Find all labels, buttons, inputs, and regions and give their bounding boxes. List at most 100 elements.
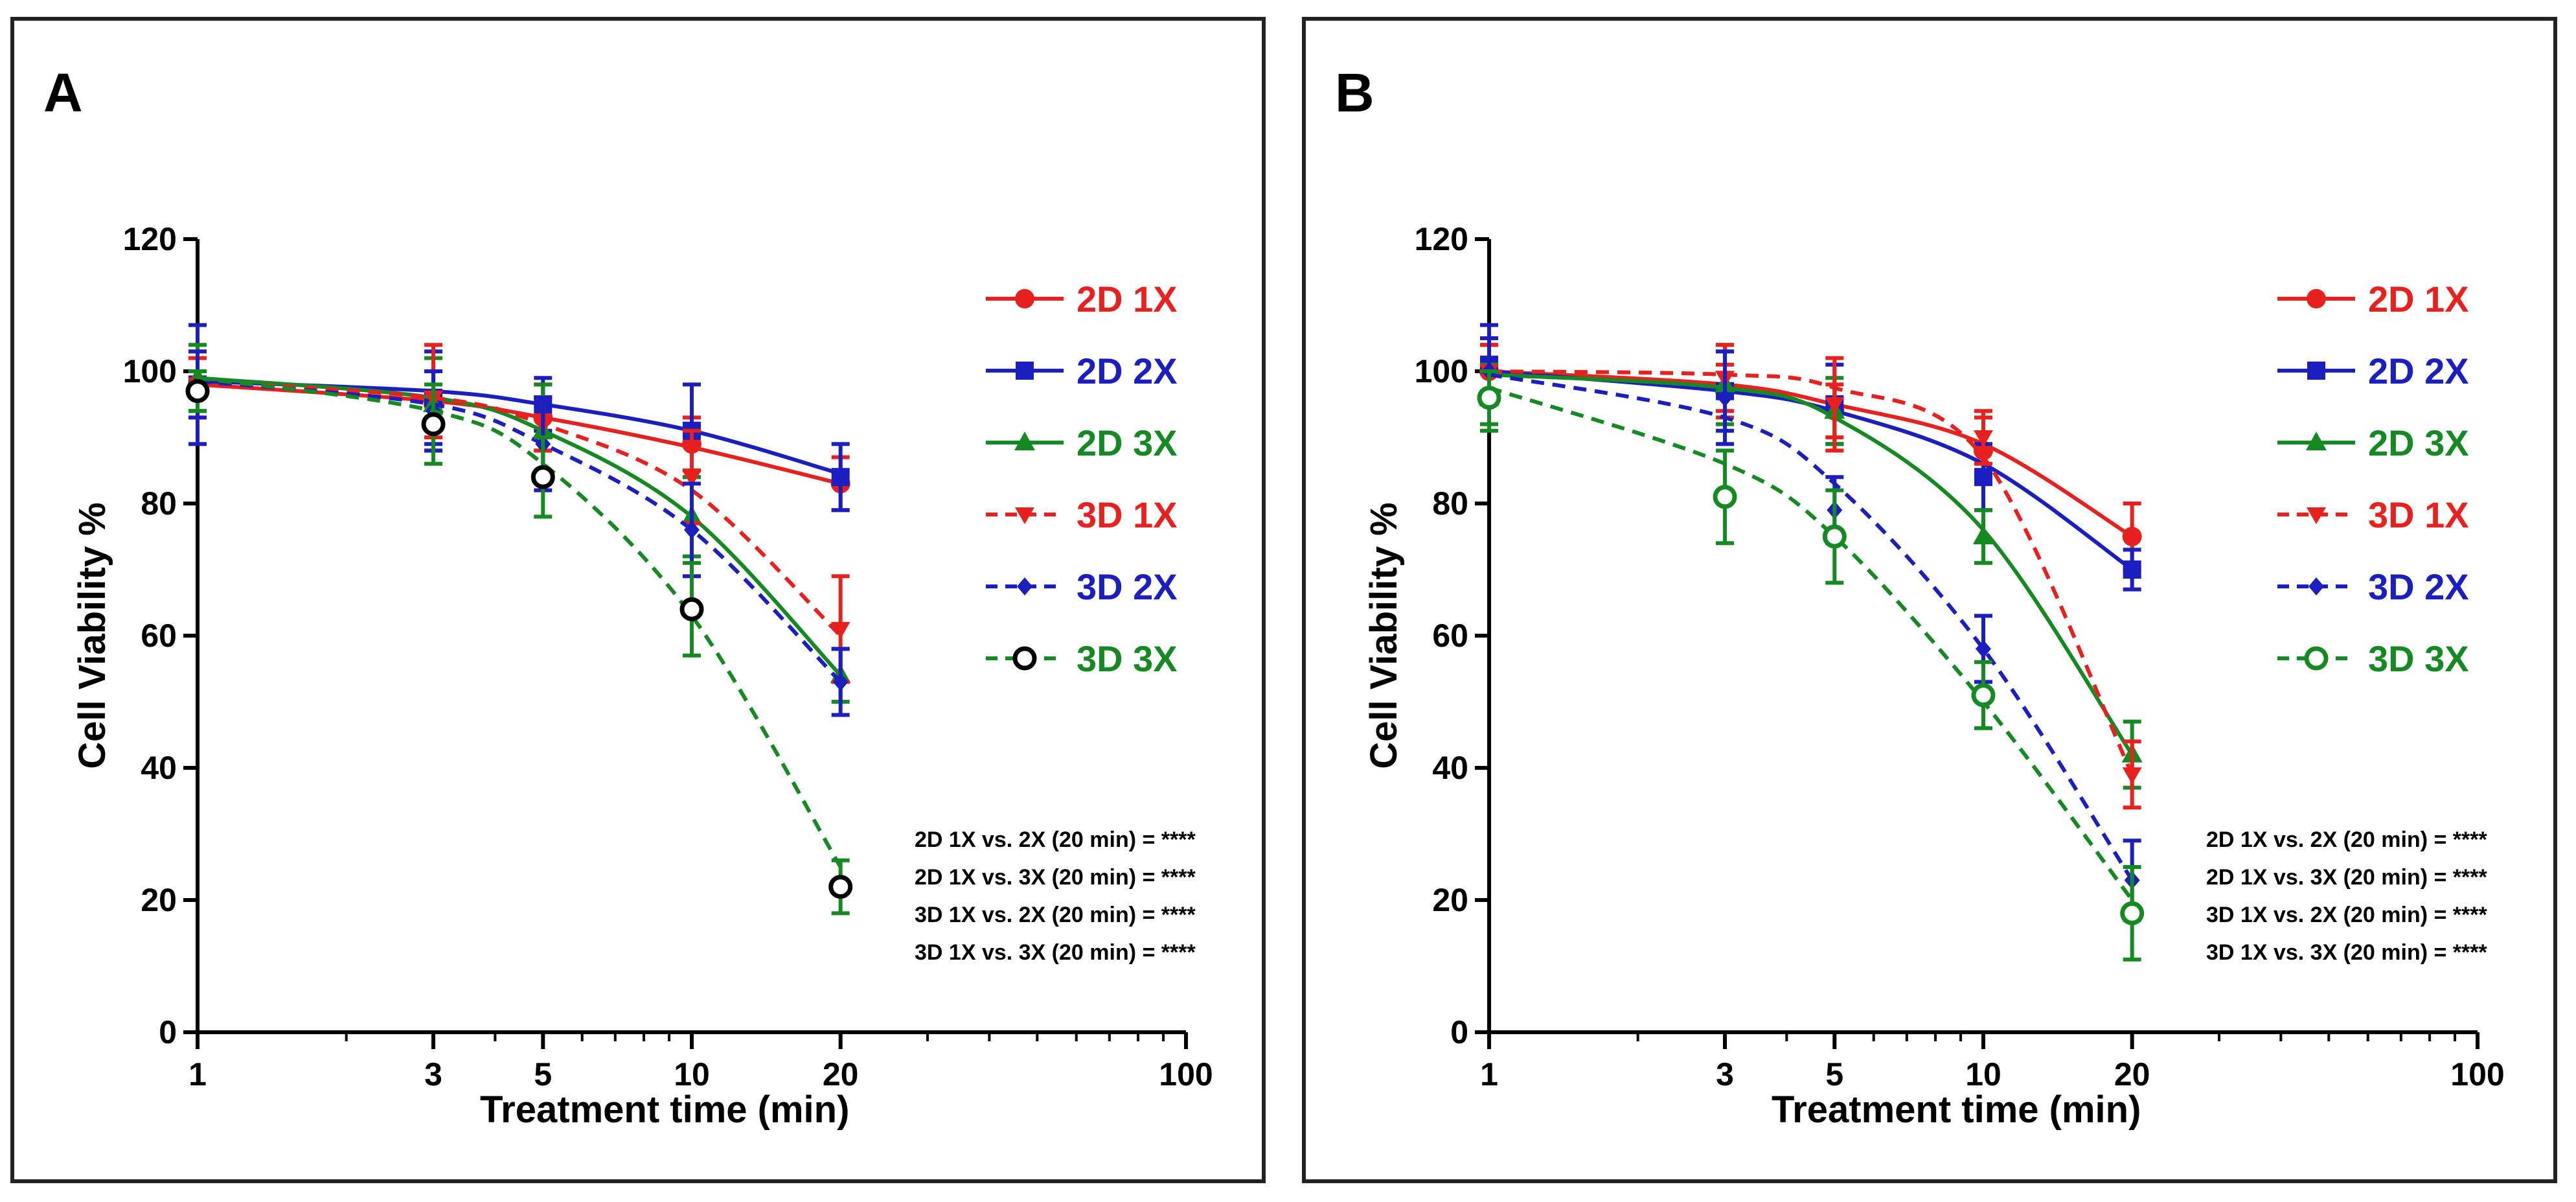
fit-curve (1488, 369, 2134, 538)
data-point (421, 412, 446, 437)
legend-entry: 3D 2X (2277, 566, 2469, 607)
data-point (1973, 526, 1994, 544)
legend-marker (1012, 646, 1037, 671)
series-3d-1x (188, 343, 850, 684)
legend-label: 3D 2X (1077, 566, 1178, 607)
data-point (682, 470, 701, 487)
legend-marker (2307, 507, 2326, 524)
legend-label: 2D 3X (1077, 422, 1178, 463)
x-tick-label: 100 (1159, 1056, 1213, 1092)
data-point (185, 379, 210, 404)
y-tick-label: 100 (1415, 353, 1468, 389)
chart-b: B 0 20 40 60 80 100 120 1 3 5 10 20 100 Treatment time… (1335, 62, 2505, 1131)
legend-entry: 2D 1X (986, 279, 1178, 319)
panel-label: B (1335, 62, 1374, 123)
x-axis-title: Treatment time (min) (480, 1089, 849, 1131)
legend-entry: 2D 2X (986, 351, 1178, 391)
legend-label: 3D 3X (1077, 638, 1178, 679)
significance-note: 2D 1X vs. 2X (20 min) = **** (915, 827, 1196, 852)
y-tick-label: 120 (1415, 221, 1468, 257)
data-point (1717, 388, 1733, 407)
y-tick-label: 20 (1432, 882, 1468, 918)
x-tick-label: 5 (534, 1056, 552, 1092)
legend-marker (2307, 289, 2326, 308)
legend-label: 3D 1X (2368, 494, 2469, 535)
data-point (1976, 640, 1991, 658)
y-tick-label: 0 (1450, 1014, 1468, 1050)
y-axis-title: Cell Viability % (1363, 502, 1405, 769)
data-point (1974, 430, 1993, 447)
significance-note: 3D 1X vs. 3X (20 min) = **** (2206, 940, 2487, 965)
data-point (828, 875, 853, 899)
panel-a: A 0 20 40 60 80 100 120 1 3 5 10 20 100 Treatment time… (10, 17, 1266, 1183)
x-tick-label: 100 (2450, 1056, 2504, 1092)
data-point (1974, 468, 1992, 487)
legend-entry: 3D 3X (986, 638, 1178, 679)
data-point (1971, 683, 1996, 708)
legend-label: 3D 1X (1077, 494, 1178, 535)
legend-label: 3D 3X (2368, 638, 2469, 679)
legend-marker (2304, 646, 2329, 671)
significance-note: 2D 1X vs. 3X (20 min) = **** (915, 865, 1196, 890)
series-2d-2x (1480, 323, 2141, 592)
y-axis-title: Cell Viability % (71, 502, 113, 769)
y-tick-label: 20 (141, 882, 177, 918)
chart-a: A 0 20 40 60 80 100 120 1 3 5 10 20 100 Treatment time… (43, 62, 1213, 1131)
series-3d-2x (1480, 336, 2141, 922)
legend-marker (1016, 362, 1034, 380)
significance-note: 3D 1X vs. 2X (20 min) = **** (2206, 903, 2487, 927)
x-tick-label: 10 (674, 1056, 710, 1092)
data-point (1713, 485, 1737, 509)
data-point (684, 520, 700, 539)
legend-entry: 2D 3X (2277, 422, 2469, 463)
legend-entry: 3D 1X (2277, 494, 2469, 535)
series-3d-3x (1477, 369, 2145, 962)
x-tick-label: 3 (424, 1056, 442, 1092)
x-axis-title: Treatment time (min) (1772, 1089, 2141, 1131)
y-tick-label: 40 (1432, 750, 1468, 786)
legend-label: 2D 1X (2368, 279, 2469, 319)
legend-entry: 2D 3X (986, 422, 1178, 463)
legend-entry: 3D 1X (986, 494, 1178, 535)
legend-marker (1015, 507, 1034, 524)
legend-marker (2307, 362, 2325, 380)
x-tick-label: 10 (1965, 1056, 2001, 1092)
data-point (832, 673, 849, 691)
fit-curve (197, 376, 842, 677)
legend-marker (1017, 577, 1032, 595)
y-tick-label: 60 (141, 618, 177, 654)
data-point (1477, 386, 1501, 410)
y-tick-label: 80 (141, 485, 177, 522)
x-tick-label: 1 (188, 1056, 207, 1092)
fit-curve (1488, 373, 2134, 756)
series-3d-2x (188, 349, 850, 717)
x-tick-label: 20 (2114, 1056, 2150, 1092)
panel-b: B 0 20 40 60 80 100 120 1 3 5 10 20 100 Treatment time… (1302, 17, 2557, 1183)
significance-note: 2D 1X vs. 2X (20 min) = **** (2206, 827, 2487, 852)
y-tick-label: 120 (123, 221, 177, 257)
legend-label: 2D 3X (2368, 422, 2469, 463)
y-tick-label: 40 (141, 750, 177, 786)
data-point (2122, 767, 2142, 785)
fit-curve (1488, 369, 2134, 776)
legend-marker (1014, 432, 1035, 450)
y-tick-label: 0 (159, 1014, 177, 1050)
legend-label: 2D 2X (1077, 351, 1178, 391)
series-2d-3x (187, 343, 851, 704)
data-point (830, 621, 850, 639)
data-point (679, 597, 704, 621)
fit-curve (197, 376, 843, 868)
data-point (1825, 397, 1845, 414)
data-point (831, 468, 850, 487)
series-3d-3x (185, 369, 853, 916)
significance-note: 2D 1X vs. 3X (20 min) = **** (2206, 865, 2487, 890)
significance-note: 3D 1X vs. 3X (20 min) = **** (915, 940, 1196, 965)
x-tick-label: 1 (1480, 1056, 1498, 1092)
data-point (2123, 561, 2141, 579)
legend-entry: 2D 2X (2277, 351, 2469, 391)
data-point (530, 465, 555, 489)
fit-curve (197, 379, 842, 684)
data-point (2122, 527, 2142, 546)
legend-entry: 3D 3X (2277, 638, 2469, 679)
legend-marker (1015, 289, 1034, 308)
